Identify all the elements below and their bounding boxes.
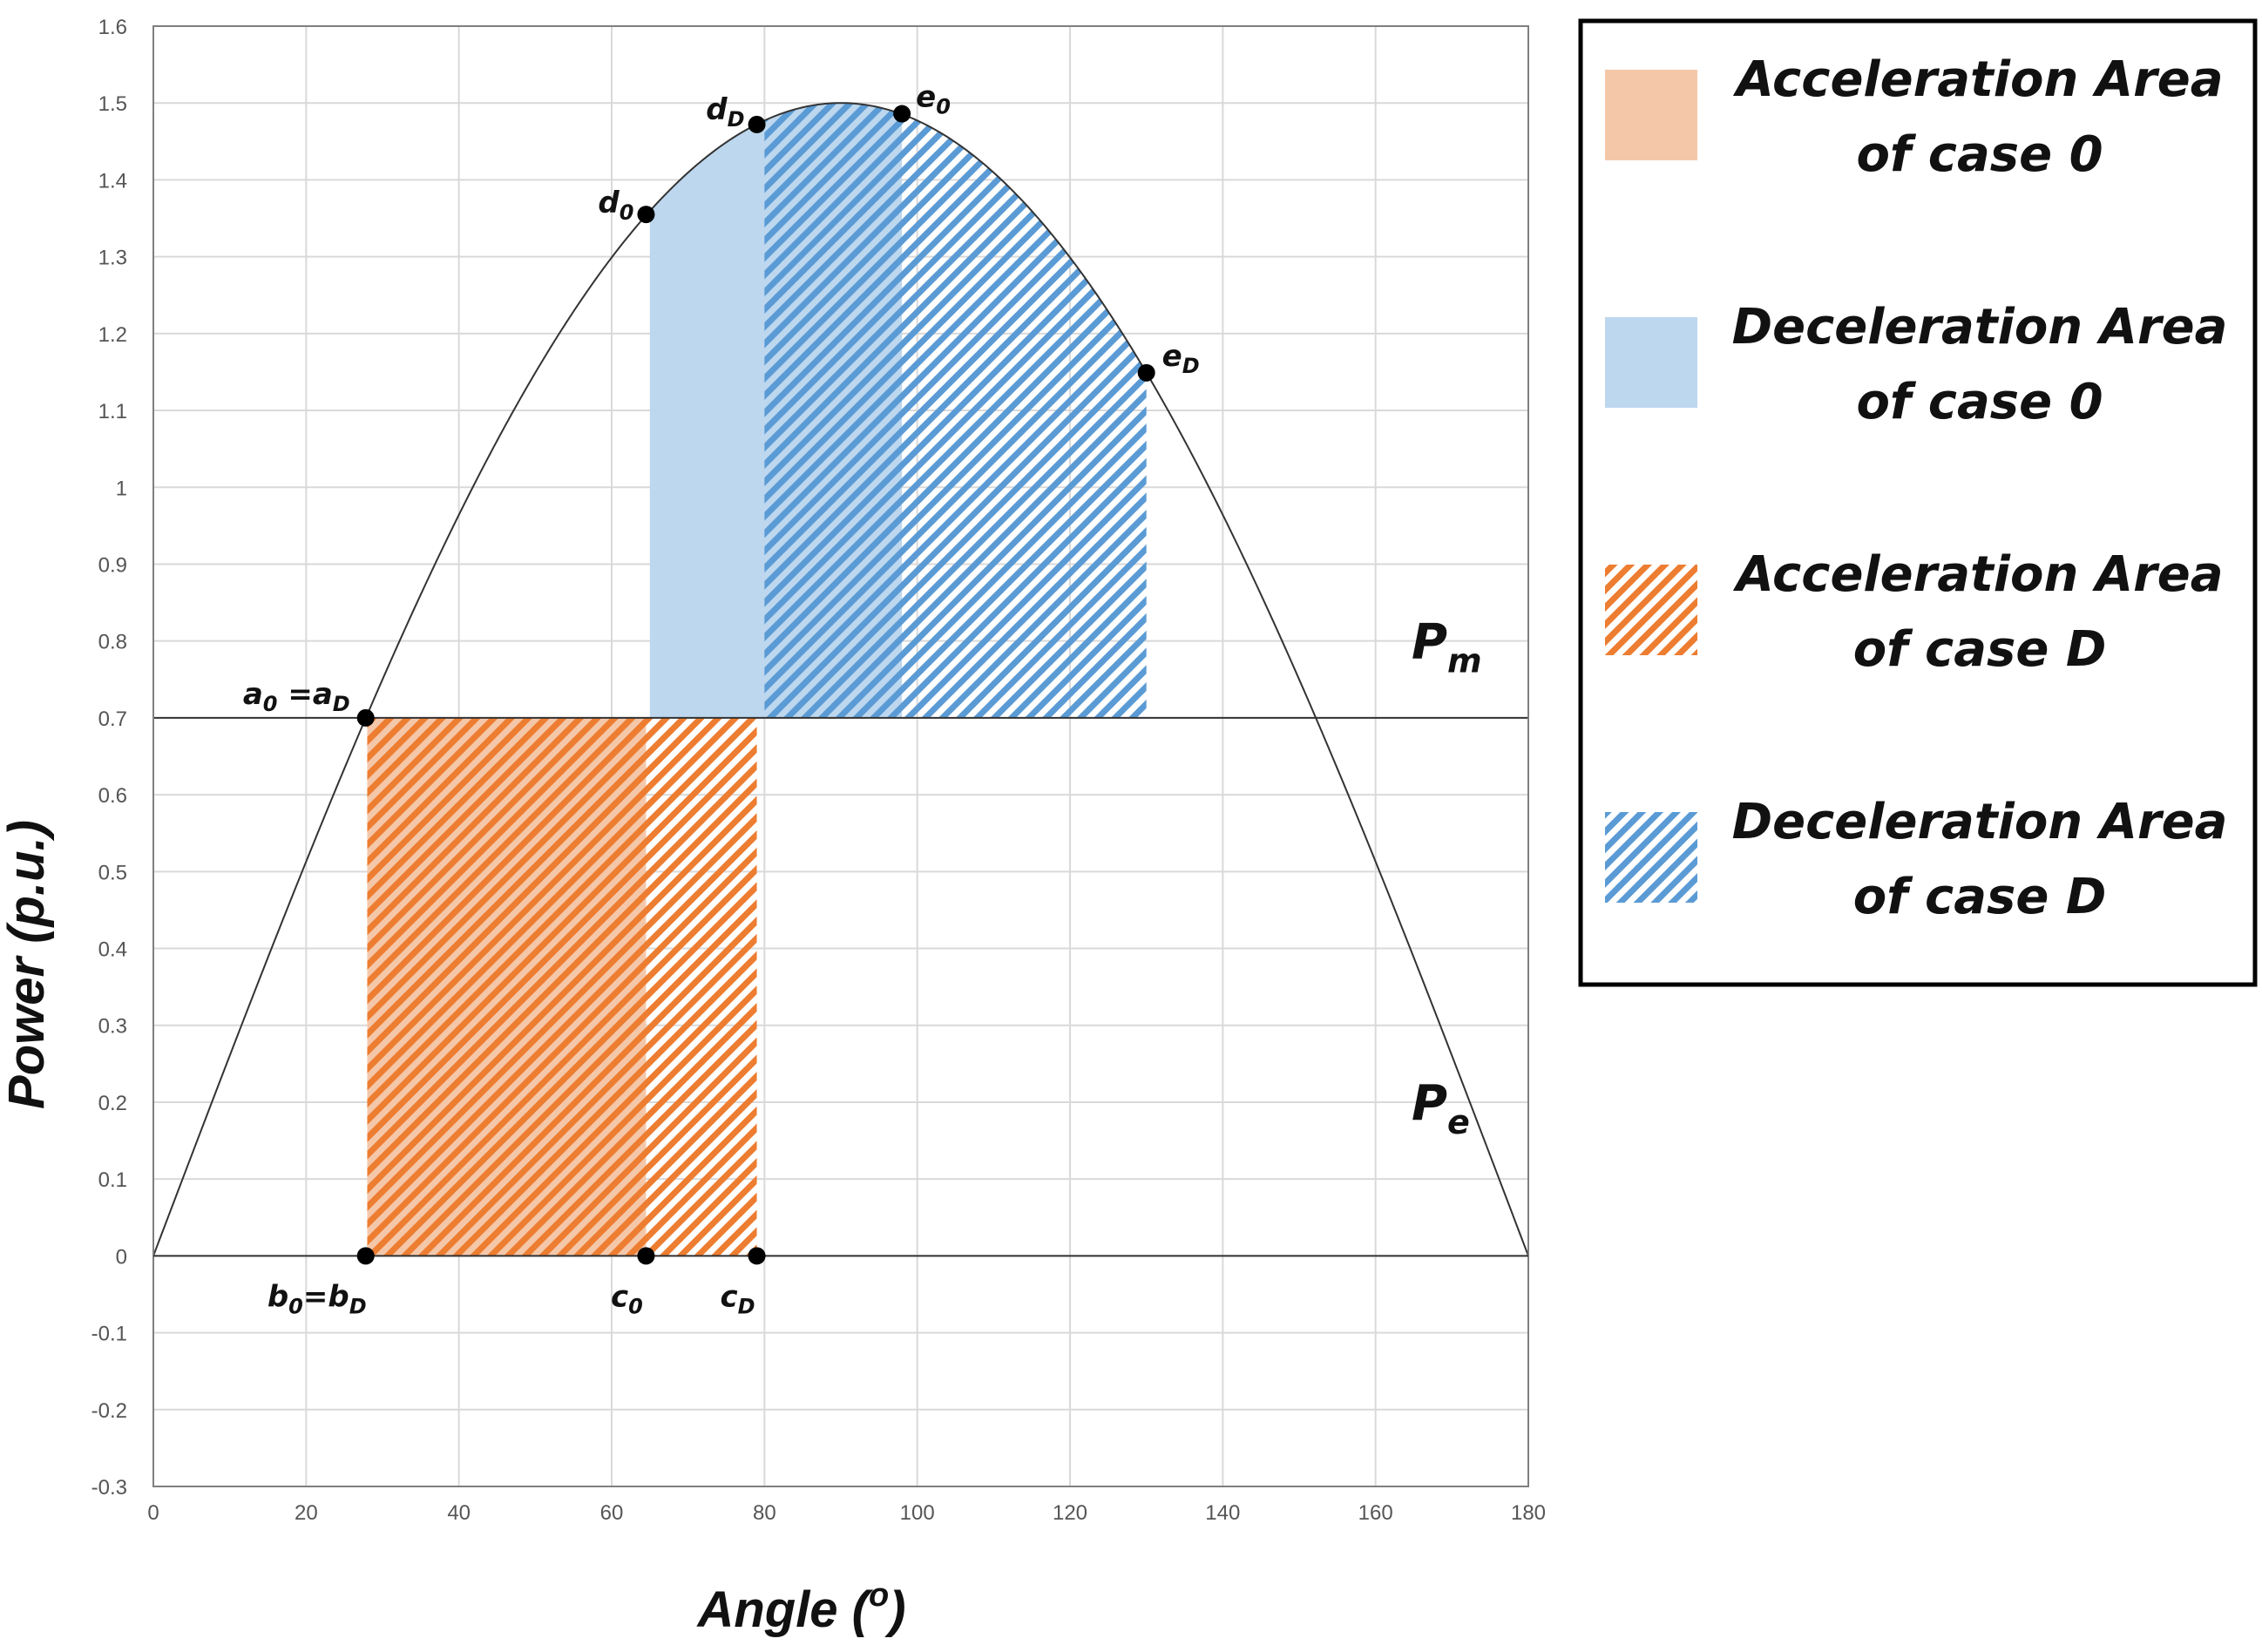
x-tick-label: 40 (447, 1501, 471, 1525)
x-tick-label: 100 (900, 1501, 935, 1525)
legend-label-line1: Acceleration Area (1732, 51, 2223, 108)
y-tick-label: 1.4 (98, 169, 127, 193)
point-label-a: a0 =aD (243, 677, 350, 716)
legend-label-line2: of case D (1853, 869, 2107, 925)
legend-label-line1: Deceleration Area (1732, 299, 2228, 355)
legend-label-line1: Deceleration Area (1732, 794, 2228, 850)
legend-swatch (1605, 70, 1697, 160)
y-tick-label: 0.5 (98, 861, 127, 884)
x-tick-label: 0 (147, 1501, 159, 1525)
y-tick-label: 1.5 (98, 92, 127, 116)
y-tick-label: 1.3 (98, 247, 127, 270)
point-b (356, 1247, 375, 1265)
legend: Acceleration Area of case 0 Deceleration A… (1578, 18, 2258, 987)
legend-label-line2: of case D (1853, 621, 2107, 678)
point-dD (748, 115, 766, 133)
x-tick-label: 180 (1511, 1501, 1546, 1525)
y-tick-label: 0.3 (98, 1015, 127, 1039)
y-tick-label: 0.6 (98, 784, 127, 808)
point-c0 (637, 1247, 655, 1265)
legend-label-line1: Acceleration Area (1732, 546, 2223, 603)
shaded-areas (367, 103, 1147, 1256)
pe-label: Pe (1412, 1075, 1470, 1141)
y-axis-title: Power (p.u.) (0, 820, 55, 1109)
legend-swatch (1605, 812, 1697, 903)
y-tick-label: 0.1 (98, 1168, 127, 1192)
y-tick-label: 0.2 (98, 1092, 127, 1115)
y-tick-label: -0.1 (91, 1323, 127, 1346)
legend-swatch (1605, 317, 1697, 408)
point-cD (748, 1247, 766, 1265)
plot-frame (152, 25, 1529, 1487)
legend-label-line2: of case 0 (1856, 126, 2103, 183)
x-tick-label: 160 (1358, 1501, 1393, 1525)
x-tick-label: 140 (1205, 1501, 1240, 1525)
point-a (356, 708, 375, 727)
points: a0 =aD b0=bD c0 cD d0 dD e0 eD (243, 80, 1200, 1319)
x-tick-label: 80 (753, 1501, 776, 1525)
point-label-e0: e0 (916, 80, 951, 119)
legend-swatch (1605, 565, 1697, 655)
point-eD (1137, 363, 1155, 382)
area-acceleration-area-of-case-d (367, 717, 757, 1256)
x-tick-label: 20 (295, 1501, 318, 1525)
point-d0 (637, 206, 655, 224)
axes: 0 20 40 60 80 100 120 140 160 180 -0.3 -0.2 -0.1 0 0.1… (91, 16, 1546, 1525)
point-label-b: b0=bD (268, 1279, 367, 1318)
pe-curve (152, 102, 1529, 1256)
area-deceleration-area-of-case-d (764, 103, 1147, 718)
y-tick-label: 0.4 (98, 938, 127, 962)
y-tick-label: 1.6 (98, 16, 127, 39)
y-tick-label: 1.1 (98, 400, 127, 423)
pm-label: Pm (1412, 614, 1482, 680)
y-tick-label: 0.8 (98, 631, 127, 654)
point-label-c0: c0 (611, 1279, 643, 1318)
y-tick-label: 0.7 (98, 708, 127, 731)
point-label-eD: eD (1162, 339, 1200, 378)
y-tick-label: -0.2 (91, 1399, 127, 1423)
x-axis-title: Angle (o) (695, 1577, 905, 1638)
y-tick-label: 0 (116, 1245, 127, 1269)
point-label-d0: d0 (598, 186, 633, 225)
y-tick-label: 0.9 (98, 553, 127, 577)
y-tick-label: 1.2 (98, 323, 127, 347)
point-e0 (893, 105, 911, 123)
x-tick-label: 60 (600, 1501, 624, 1525)
curves: Pm Pe (152, 102, 1529, 1256)
y-tick-label: -0.3 (91, 1476, 127, 1500)
x-tick-label: 120 (1053, 1501, 1087, 1525)
legend-label-line2: of case 0 (1856, 374, 2103, 430)
y-tick-label: 1 (116, 477, 127, 500)
point-label-dD: dD (706, 92, 744, 132)
point-label-cD: cD (721, 1279, 755, 1318)
